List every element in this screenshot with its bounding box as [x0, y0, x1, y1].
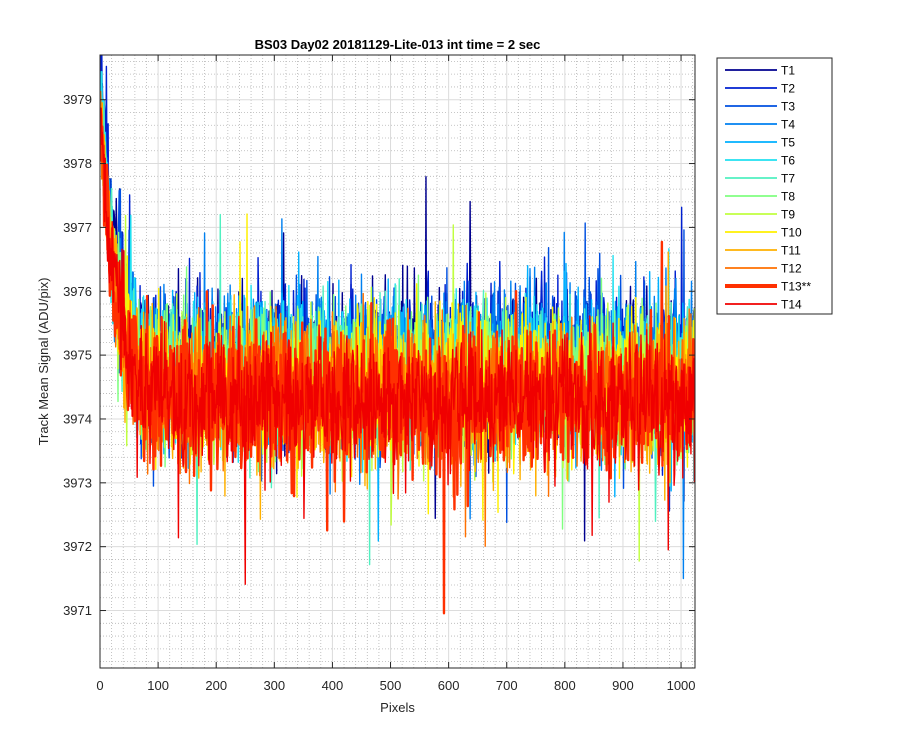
legend-label: T8: [781, 190, 795, 204]
legend-label: T11: [781, 244, 801, 258]
legend-label: T3: [781, 100, 795, 114]
legend-label: T14: [781, 298, 802, 312]
y-tick-label: 3972: [63, 539, 92, 554]
legend-label: T1: [781, 64, 795, 78]
x-tick-label: 200: [205, 678, 227, 693]
chart-title: BS03 Day02 20181129-Lite-013 int time = …: [255, 37, 541, 52]
legend-label: T4: [781, 118, 795, 132]
legend-label: T10: [781, 226, 802, 240]
y-axis-label: Track Mean Signal (ADU/pix): [36, 278, 51, 446]
x-tick-label: 800: [554, 678, 576, 693]
y-tick-label: 3974: [63, 411, 92, 426]
x-tick-label: 900: [612, 678, 634, 693]
legend-box: [716, 57, 833, 315]
y-tick-label: 3978: [63, 156, 92, 171]
x-tick-label: 600: [438, 678, 460, 693]
ticks: [99, 55, 695, 668]
x-tick-label: 0: [96, 678, 103, 693]
x-tick-label: 700: [496, 678, 518, 693]
y-tick-label: 3975: [63, 348, 92, 363]
y-tick-label: 3971: [63, 603, 92, 618]
legend-label: T7: [781, 172, 795, 186]
x-tick-label: 500: [380, 678, 402, 693]
legend-label: T5: [781, 136, 795, 150]
series-layer: [100, 55, 695, 615]
x-axis-label: Pixels: [380, 700, 415, 715]
axes-box: [99, 54, 696, 669]
x-tick-label: 100: [147, 678, 169, 693]
tick-labels: 0 100 200 300 400 500 600 700 800 900 1000 3971 3972…: [63, 92, 695, 693]
y-tick-label: 3976: [63, 284, 92, 299]
x-tick-label: 1000: [667, 678, 696, 693]
x-tick-label: 400: [322, 678, 344, 693]
legend-label: T13**: [781, 280, 811, 294]
x-tick-label: 300: [263, 678, 285, 693]
y-tick-label: 3973: [63, 475, 92, 490]
y-tick-label: 3977: [63, 220, 92, 235]
legend-label: T9: [781, 208, 795, 222]
legend-label: T12: [781, 262, 802, 276]
series-line: [100, 107, 695, 585]
legend-label: T6: [781, 154, 795, 168]
legend: T1 T2 T3 T4 T5 T6 T7 T8 T9 T10 T11 T12 T13** T14: [716, 57, 833, 315]
y-tick-label: 3979: [63, 92, 92, 107]
legend-label: T2: [781, 82, 795, 96]
